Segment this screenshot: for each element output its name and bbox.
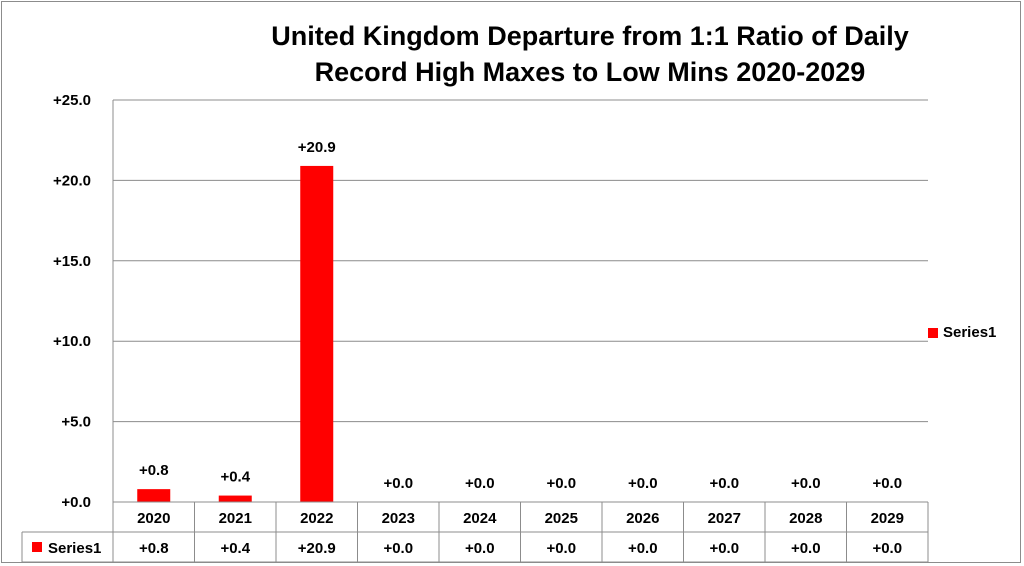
data-label: +0.0 <box>465 475 495 492</box>
legend: Series1 <box>928 324 996 341</box>
x-tick-label: 2026 <box>626 510 659 527</box>
x-tick-label: 2022 <box>300 510 333 527</box>
data-label: +0.0 <box>872 475 902 492</box>
data-label: +20.9 <box>298 139 336 156</box>
x-tick-label: 2024 <box>463 510 497 527</box>
data-label: +0.8 <box>139 462 169 479</box>
table-value: +0.4 <box>220 540 250 557</box>
table-value: +0.0 <box>791 540 821 557</box>
table-value: +0.0 <box>628 540 658 557</box>
legend-swatch <box>928 327 938 338</box>
y-tick-label: +0.0 <box>61 494 91 511</box>
x-tick-label: 2021 <box>219 510 252 527</box>
table-value: +0.0 <box>383 540 413 557</box>
data-label: +0.0 <box>709 475 739 492</box>
y-tick-label: +20.0 <box>53 172 91 189</box>
bar <box>137 489 171 502</box>
table-series-label: Series1 <box>48 540 101 557</box>
y-tick-label: +15.0 <box>53 253 91 270</box>
data-label: +0.0 <box>546 475 576 492</box>
data-label: +0.0 <box>791 475 821 492</box>
table-value: +20.9 <box>298 540 336 557</box>
x-tick-label: 2028 <box>789 510 822 527</box>
table-value: +0.0 <box>709 540 739 557</box>
table-value: +0.0 <box>872 540 902 557</box>
data-label: +0.4 <box>220 469 250 486</box>
data-label: +0.0 <box>628 475 658 492</box>
x-tick-label: 2020 <box>137 510 170 527</box>
table-value: +0.8 <box>139 540 169 557</box>
legend-label: Series1 <box>943 324 997 341</box>
y-tick-label: +25.0 <box>53 92 91 109</box>
x-tick-label: 2023 <box>382 510 415 527</box>
bar <box>300 165 334 503</box>
bar <box>218 495 252 502</box>
table-value: +0.0 <box>546 540 576 557</box>
chart-title-line-2: Record High Maxes to Low Mins 2020-2029 <box>314 57 866 87</box>
y-tick-label: +10.0 <box>53 333 91 350</box>
table-value: +0.0 <box>465 540 495 557</box>
y-tick-label: +5.0 <box>61 414 91 431</box>
table-legend-swatch <box>32 542 42 552</box>
x-tick-label: 2025 <box>545 510 578 527</box>
x-tick-label: 2029 <box>871 510 904 527</box>
data-label: +0.0 <box>383 475 413 492</box>
chart-title: United Kingdom Departure from 1:1 Ratio … <box>170 18 1010 90</box>
x-tick-label: 2027 <box>708 510 741 527</box>
chart-title-line-1: United Kingdom Departure from 1:1 Ratio … <box>271 21 909 51</box>
